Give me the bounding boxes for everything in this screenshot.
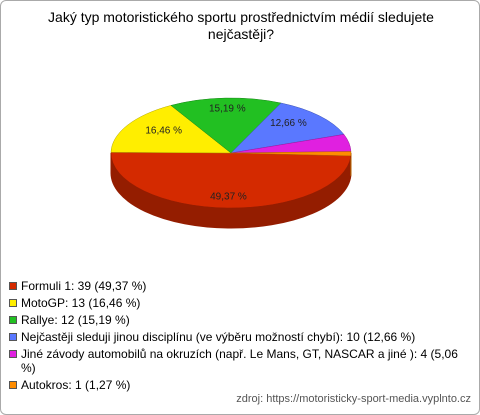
- legend-label: Rallye: 12 (15,19 %): [21, 313, 130, 327]
- slice-label: 15,19 %: [209, 104, 246, 115]
- legend-swatch: [9, 282, 17, 290]
- legend-item: MotoGP: 13 (16,46 %): [9, 296, 469, 310]
- legend-swatch: [9, 316, 17, 324]
- legend-item: Jiné závody automobilů na okruzích (např…: [9, 347, 469, 375]
- legend-swatch: [9, 381, 17, 389]
- pie-area: 49,37 % 16,46 % 15,19 % 12,66 %: [110, 97, 352, 229]
- legend-item: Rallye: 12 (15,19 %): [9, 313, 469, 327]
- legend: Formuli 1: 39 (49,37 %) MotoGP: 13 (16,46…: [9, 279, 469, 395]
- legend-swatch: [9, 350, 17, 358]
- source: zdroj: https://motoristicky-sport-media.…: [236, 393, 471, 405]
- legend-swatch: [9, 299, 17, 307]
- legend-label: MotoGP: 13 (16,46 %): [21, 296, 141, 310]
- legend-item: Autokros: 1 (1,27 %): [9, 378, 469, 392]
- slice: [230, 151, 352, 157]
- slice: [110, 152, 352, 209]
- legend-item: Formuli 1: 39 (49,37 %): [9, 279, 469, 293]
- legend-swatch: [9, 333, 17, 341]
- chart-title: Jaký typ motoristického sportu prostředn…: [48, 9, 434, 42]
- slice: [110, 105, 232, 154]
- slice: [170, 97, 282, 154]
- legend-label: Nejčastěji sleduji jinou disciplínu (ve …: [21, 330, 416, 344]
- legend-label: Autokros: 1 (1,27 %): [21, 378, 131, 392]
- legend-item: Nejčastěji sleduji jinou disciplínu (ve …: [9, 330, 469, 344]
- slice-label: 49,37 %: [210, 192, 247, 203]
- legend-label: Formuli 1: 39 (49,37 %): [21, 279, 147, 293]
- slice-label: 12,66 %: [270, 118, 307, 129]
- slice: [230, 102, 345, 154]
- slice-label: 16,46 %: [145, 125, 182, 136]
- legend-label: Jiné závody automobilů na okruzích (např…: [21, 347, 458, 375]
